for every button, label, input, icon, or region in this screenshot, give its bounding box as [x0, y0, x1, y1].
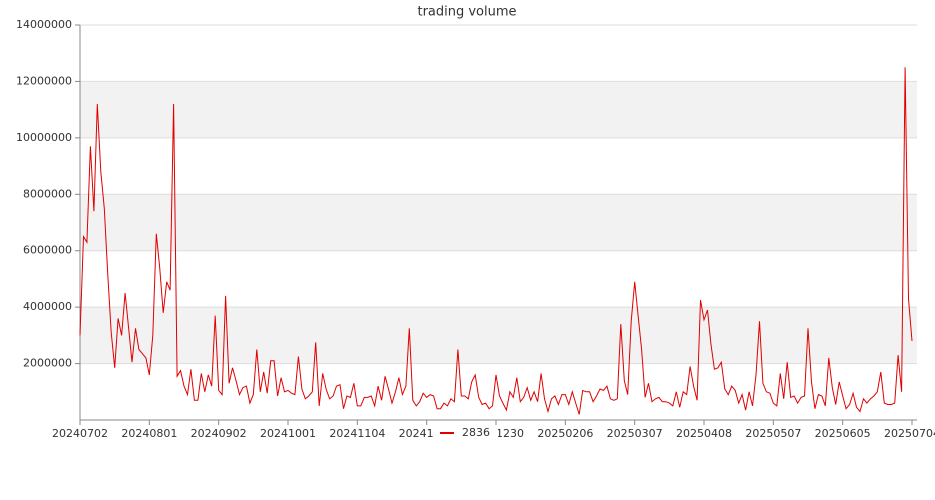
y-tick-label: 2000000 — [23, 357, 72, 370]
y-tick-label: 6000000 — [23, 244, 72, 257]
y-tick-label: 4000000 — [23, 300, 72, 313]
x-tick-label: 20241001 — [260, 427, 316, 440]
line-series — [79, 67, 913, 415]
x-tick-label: 20250408 — [676, 427, 732, 440]
y-tick-label: 14000000 — [16, 18, 72, 31]
x-tick-label: 20250307 — [607, 427, 663, 440]
grid-band — [80, 81, 917, 138]
x-tick-label: 20250206 — [537, 427, 593, 440]
x-tick-label: 20250507 — [745, 427, 801, 440]
x-tick-label: 20240702 — [52, 427, 108, 440]
x-tick-label: 20250605 — [815, 427, 871, 440]
grid-band — [80, 307, 917, 364]
y-tick-label: 8000000 — [23, 187, 72, 200]
x-tick-label: 20240801 — [121, 427, 177, 440]
chart-title: trading volume — [417, 5, 516, 20]
y-tick-label: 12000000 — [16, 74, 72, 87]
legend-box — [434, 425, 498, 441]
legend-label: 2836 — [462, 426, 490, 439]
x-tick-label: 20241104 — [329, 427, 385, 440]
x-tick-label: 20240902 — [191, 427, 247, 440]
x-tick-label: 20250704 — [884, 427, 935, 440]
grid-band — [80, 194, 917, 251]
y-tick-label: 10000000 — [16, 131, 72, 144]
